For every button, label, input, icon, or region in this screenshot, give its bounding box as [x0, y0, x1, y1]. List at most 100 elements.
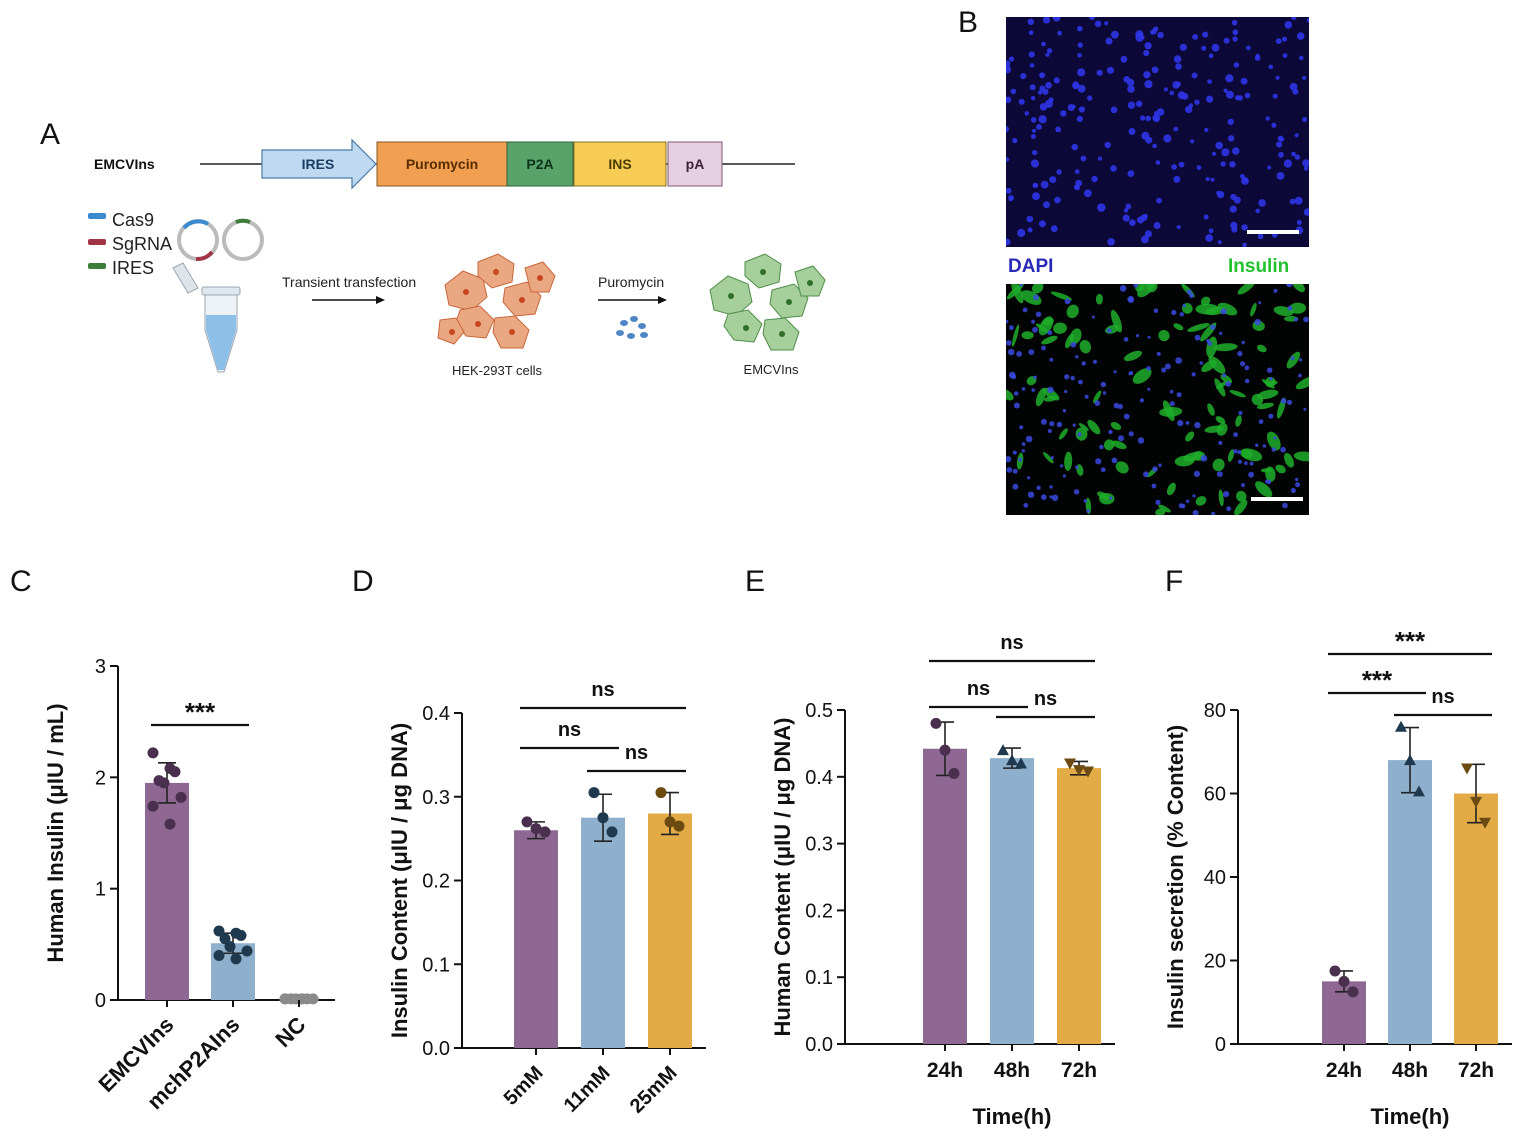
- nucleus: [1306, 18, 1309, 23]
- nucleus: [1062, 474, 1066, 478]
- nucleus: [1205, 177, 1210, 181]
- nucleus: [1282, 36, 1287, 42]
- nucleus: [1012, 137, 1018, 144]
- insulin-cell: [1207, 403, 1215, 416]
- nucleus: [1237, 459, 1243, 464]
- nucleus: [1012, 483, 1019, 490]
- nucleus: [1078, 379, 1083, 385]
- pa-segment: [667, 141, 723, 187]
- nucleus: [1056, 421, 1063, 428]
- nucleus: [1021, 449, 1025, 453]
- nucleus: [1205, 234, 1214, 242]
- nucleus: [1077, 84, 1086, 93]
- nucleus: [1178, 161, 1185, 168]
- nucleus: [1225, 90, 1234, 99]
- nucleus: [1179, 43, 1187, 51]
- nucleus: [1232, 29, 1239, 36]
- insulin-cell: [1295, 376, 1309, 390]
- nucleus: [1071, 143, 1078, 151]
- nucleus: [1087, 95, 1093, 101]
- nucleus: [1241, 224, 1248, 231]
- nucleus: [1049, 176, 1057, 184]
- y-tick-label: 60: [1204, 784, 1226, 806]
- nucleus: [1033, 294, 1039, 301]
- nucleus: [1075, 355, 1079, 359]
- nucleus: [1006, 467, 1013, 473]
- nucleus: [1244, 92, 1251, 99]
- nucleus: [1027, 18, 1034, 25]
- nucleus: [1215, 141, 1223, 150]
- nucleus: [1038, 115, 1047, 124]
- nucleus: [1060, 464, 1064, 468]
- significance-label: ns: [558, 719, 581, 741]
- panel-label-a: A: [40, 118, 61, 151]
- nucleus: [1191, 372, 1196, 377]
- insulin-cell: [1173, 323, 1184, 331]
- nucleus: [1052, 17, 1061, 22]
- nucleus: [1080, 155, 1087, 162]
- nucleus: [1273, 436, 1277, 440]
- nucleus: [1030, 134, 1036, 139]
- insulin-cell: [1215, 416, 1226, 424]
- seg-ires-label: IRES: [302, 156, 335, 172]
- nucleus: [1054, 196, 1061, 204]
- nucleus: [1192, 494, 1196, 498]
- nucleus: [1216, 471, 1223, 477]
- nucleus: [1073, 489, 1080, 495]
- insulin-cell: [1201, 360, 1217, 373]
- nucleus: [1241, 340, 1245, 345]
- bar: [581, 817, 625, 1048]
- nucleus: [1010, 88, 1017, 95]
- nucleus: [1169, 90, 1175, 96]
- panel-label-e: E: [745, 565, 766, 598]
- insulin-cell: [1213, 343, 1238, 352]
- nucleus: [1038, 220, 1046, 228]
- insulin-cell: [1236, 490, 1247, 502]
- nucleus: [1231, 19, 1238, 26]
- nucleus: [1018, 457, 1023, 462]
- nucleus: [1191, 72, 1198, 79]
- nucleus: [1176, 81, 1181, 87]
- insulin-cell: [1284, 452, 1294, 468]
- nucleus: [1156, 197, 1162, 204]
- x-tick-label: 48h: [1392, 1059, 1428, 1082]
- nucleus: [1179, 312, 1184, 317]
- nucleus: [1104, 21, 1109, 26]
- data-point: [597, 812, 609, 824]
- insulin-cell: [1235, 415, 1242, 427]
- significance-label: ns: [1000, 632, 1023, 654]
- seg-pa-label: pA: [686, 156, 705, 172]
- nucleus: [1055, 126, 1062, 133]
- seg-ins-label: INS: [608, 156, 631, 172]
- nucleus: [1047, 330, 1053, 336]
- nucleus: [1119, 285, 1127, 292]
- nucleus: [1135, 334, 1140, 338]
- data-point: [224, 941, 236, 953]
- insulin-cell: [1032, 284, 1044, 294]
- nucleus: [1077, 42, 1083, 48]
- y-axis-label: Human Content (μIU / μg DNA): [770, 718, 795, 1037]
- data-point: [530, 823, 542, 835]
- y-axis-label: Insulin secretion (% Content): [1163, 725, 1188, 1029]
- nucleus: [1171, 309, 1177, 316]
- nucleus: [1225, 381, 1231, 387]
- insulin-cell: [1200, 296, 1211, 306]
- y-tick-label: 0: [95, 990, 106, 1012]
- nucleus: [1257, 233, 1264, 240]
- data-point: [241, 945, 253, 957]
- nucleus: [1043, 201, 1050, 209]
- nucleus: [1173, 175, 1181, 183]
- data-point: [1404, 754, 1416, 766]
- nucleus: [1217, 240, 1222, 245]
- insulin-cell: [1256, 344, 1267, 353]
- nucleus: [1024, 111, 1030, 116]
- insulin-cell: [1195, 496, 1207, 506]
- nucleus: [1118, 435, 1124, 442]
- nucleus: [1268, 64, 1274, 70]
- y-tick-label: 0.2: [805, 900, 833, 922]
- nucleus: [1100, 467, 1106, 473]
- nucleus: [1302, 117, 1308, 122]
- y-tick-label: 0.0: [805, 1034, 833, 1056]
- nucleus: [1006, 319, 1009, 324]
- data-point: [655, 787, 667, 799]
